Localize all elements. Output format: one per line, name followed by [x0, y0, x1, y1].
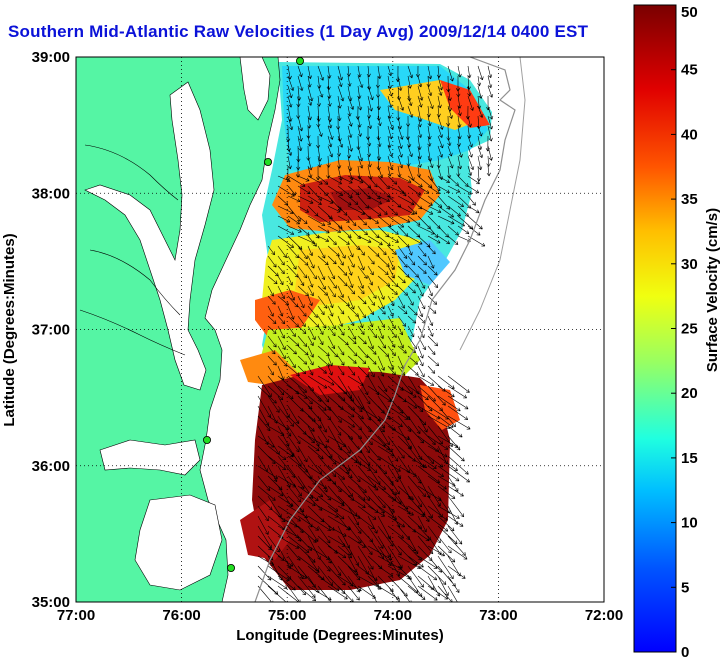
x-tick-label: 76:00: [162, 607, 200, 624]
x-tick-label: 73:00: [479, 607, 517, 624]
y-tick-label: 35:00: [32, 594, 70, 611]
y-tick-label: 39:00: [32, 49, 70, 66]
site-marker: [226, 564, 235, 573]
pamlico-sound: [134, 494, 223, 591]
axes-frame: [75, 56, 605, 603]
shelf-contour: [254, 57, 516, 602]
velocity-field: [240, 62, 492, 590]
colorbar-tick-label: 20: [681, 385, 698, 402]
x-tick-label: 72:00: [585, 607, 623, 624]
grid-lines: [76, 57, 604, 602]
colorbar-tick-label: 40: [681, 126, 698, 143]
site-marker: [202, 435, 211, 444]
x-axis-label: Longitude (Degrees:Minutes): [236, 627, 444, 644]
colorbar-tick-label: 0: [681, 644, 689, 659]
x-tick-label: 75:00: [268, 607, 306, 624]
site-marker: [295, 57, 304, 66]
map-title: Southern Mid-Atlantic Raw Velocities (1 …: [8, 22, 589, 41]
y-tick-labels: 35:00 36:00 37:00 38:00 39:00: [32, 49, 70, 611]
colorbar-tick-label: 5: [681, 579, 689, 596]
colorbar-ticks: 0 5 10 15 20 25 30 35 40 45 50: [671, 4, 698, 659]
y-tick-label: 36:00: [32, 458, 70, 475]
delaware-bay: [239, 57, 271, 121]
velocity-vectors: [257, 65, 494, 602]
colorbar-tick-label: 30: [681, 256, 698, 273]
albemarle-sound: [99, 439, 201, 476]
x-tick-labels: 77:00 76:00 75:00 74:00 73:00 72:00: [57, 607, 623, 624]
colorbar-tick-label: 45: [681, 62, 698, 79]
river-potomac: [84, 144, 179, 201]
site-marker: [263, 157, 272, 166]
y-tick-label: 37:00: [32, 322, 70, 339]
colorbar-tick-label: 35: [681, 191, 698, 208]
y-axis-label: Latitude (Degrees:Minutes): [1, 233, 18, 426]
y-tick-label: 38:00: [32, 185, 70, 202]
colorbar-label: Surface Velocity (cm/s): [704, 208, 721, 372]
colorbar-tick-label: 10: [681, 515, 698, 532]
river-james: [79, 309, 186, 356]
river-rappahannock: [89, 249, 181, 316]
colorbar-tick-label: 50: [681, 4, 698, 21]
colorbar-tick-label: 25: [681, 321, 698, 338]
x-tick-label: 74:00: [374, 607, 412, 624]
deep-contour: [459, 57, 526, 351]
colorbar-tick-label: 15: [681, 450, 698, 467]
x-tick-label: 77:00: [57, 607, 95, 624]
vector-arrows: [257, 65, 494, 602]
colorbar: [633, 4, 677, 653]
